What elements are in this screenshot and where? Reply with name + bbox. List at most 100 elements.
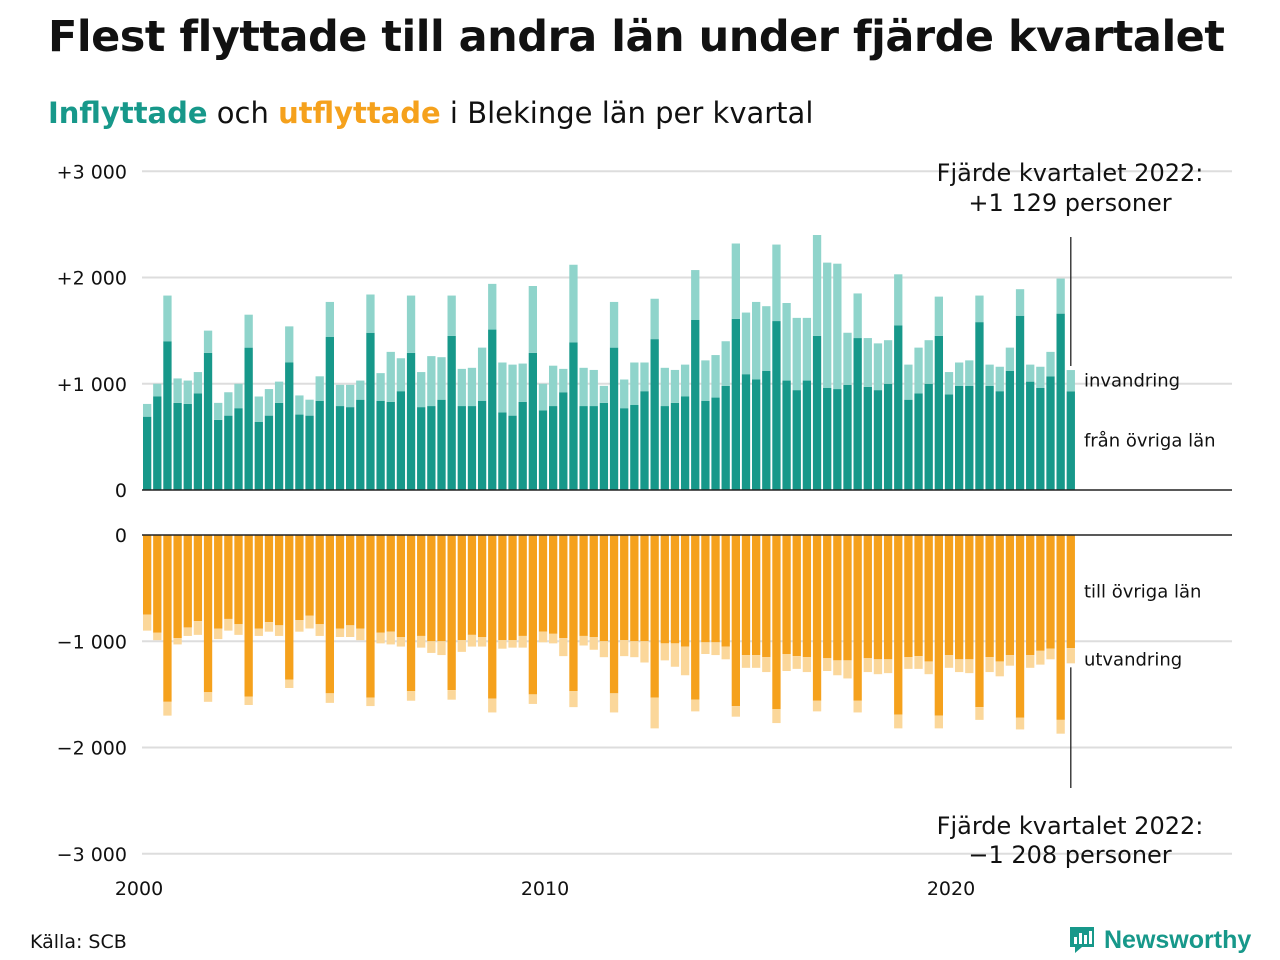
bar-in-immigration	[955, 362, 964, 386]
bar-out-emigration	[640, 641, 649, 663]
bar-in-immigration	[214, 402, 223, 420]
bar-out-emigration	[589, 637, 598, 650]
bar-in-domestic	[1026, 381, 1035, 490]
bar-in-domestic	[691, 320, 700, 490]
bar-out-domestic	[488, 535, 497, 699]
subtitle-outflow-word: utflyttade	[278, 96, 441, 130]
bar-in-immigration	[163, 295, 172, 342]
y-tick-label: 0	[115, 480, 127, 502]
bar-out-domestic	[640, 535, 649, 642]
y-tick-label: +1 000	[57, 374, 127, 396]
bar-in-domestic	[274, 402, 284, 490]
bar-out-emigration	[549, 633, 558, 644]
bar-out-domestic	[609, 535, 619, 694]
bar-in-domestic	[680, 396, 690, 490]
bar-in-domestic	[264, 415, 274, 490]
annotation-top-line-2: +1 129 personer	[968, 189, 1171, 217]
bar-in-immigration	[924, 340, 933, 384]
bar-in-immigration	[173, 378, 182, 403]
bar-out-domestic	[376, 535, 385, 633]
bar-in-immigration	[244, 314, 253, 348]
bar-in-domestic	[467, 406, 477, 490]
x-tick-label: 2020	[927, 878, 975, 900]
bar-out-emigration	[1046, 648, 1055, 660]
subtitle-inflow-word: Inflyttade	[48, 96, 208, 130]
bar-out-domestic	[457, 535, 466, 641]
bar-out-emigration	[985, 657, 994, 673]
bar-in-immigration	[762, 306, 771, 371]
bar-out-domestic	[833, 535, 842, 661]
bar-in-immigration	[295, 395, 304, 415]
bar-out-emigration	[914, 656, 923, 669]
bar-in-domestic	[640, 391, 649, 490]
bar-out-domestic	[498, 535, 507, 641]
bar-in-immigration	[417, 372, 426, 408]
bar-in-domestic	[812, 335, 822, 490]
bar-out-emigration	[620, 640, 629, 657]
annotation-bottom-line-1: Fjärde kvartalet 2022:	[937, 812, 1204, 840]
bar-in-immigration	[975, 295, 984, 323]
bar-in-domestic	[721, 385, 730, 490]
bar-in-domestic	[183, 403, 192, 490]
bar-out-domestic	[569, 535, 578, 692]
bar-out-domestic	[711, 535, 720, 643]
bar-out-emigration	[193, 621, 203, 635]
bar-out-emigration	[752, 655, 761, 668]
bar-out-domestic	[467, 535, 477, 635]
bar-in-domestic	[437, 399, 446, 490]
bar-in-immigration	[528, 286, 537, 353]
bar-out-emigration	[1056, 719, 1065, 734]
bar-in-domestic	[173, 402, 182, 490]
bar-out-emigration	[1015, 717, 1025, 730]
bar-out-emigration	[569, 691, 578, 708]
bar-in-immigration	[437, 357, 446, 400]
bar-in-immigration	[346, 384, 355, 408]
bar-in-immigration	[985, 364, 994, 386]
bar-in-immigration	[1056, 278, 1065, 314]
bar-in-immigration	[853, 293, 862, 339]
bar-in-immigration	[914, 347, 923, 394]
y-tick-label: +3 000	[57, 161, 127, 183]
bar-out-emigration	[274, 625, 284, 636]
bar-in-domestic	[254, 422, 263, 490]
bar-out-emigration	[224, 618, 233, 631]
bar-in-immigration	[934, 296, 943, 336]
bar-in-domestic	[295, 414, 304, 490]
bar-in-domestic	[356, 399, 365, 490]
bar-in-immigration	[792, 317, 801, 391]
bar-in-immigration	[203, 330, 213, 353]
bar-in-domestic	[1015, 315, 1025, 490]
bar-out-domestic	[721, 535, 730, 647]
bar-in-immigration	[538, 383, 548, 411]
bar-in-domestic	[508, 415, 517, 490]
bar-in-domestic	[731, 318, 740, 490]
bar-in-domestic	[620, 408, 629, 490]
bar-in-domestic	[335, 406, 345, 490]
bar-in-domestic	[843, 384, 852, 490]
bar-in-domestic	[1066, 391, 1075, 490]
bar-in-domestic	[741, 374, 751, 490]
bar-in-immigration	[559, 368, 568, 393]
bar-out-domestic	[741, 535, 751, 656]
bar-in-domestic	[711, 397, 720, 490]
bar-in-immigration	[1026, 364, 1035, 382]
bar-in-immigration	[660, 367, 669, 407]
bar-out-domestic	[549, 535, 558, 634]
bar-in-domestic	[346, 407, 355, 490]
bar-in-domestic	[975, 322, 984, 490]
bar-in-immigration	[691, 270, 700, 320]
bar-in-domestic	[396, 391, 406, 490]
bar-out-domestic	[427, 535, 436, 642]
bar-out-emigration	[437, 641, 446, 656]
bar-out-domestic	[904, 535, 913, 658]
bar-in-immigration	[823, 262, 832, 388]
bar-in-immigration	[741, 312, 751, 375]
bar-in-domestic	[538, 410, 548, 490]
bar-in-immigration	[305, 399, 314, 416]
annotation-bottom-line-2: −1 208 personer	[968, 841, 1171, 869]
bar-out-emigration	[701, 642, 710, 654]
bar-in-immigration	[721, 341, 730, 386]
bar-out-domestic	[1026, 535, 1035, 656]
bar-out-domestic	[173, 535, 182, 639]
bar-out-emigration	[163, 701, 172, 716]
